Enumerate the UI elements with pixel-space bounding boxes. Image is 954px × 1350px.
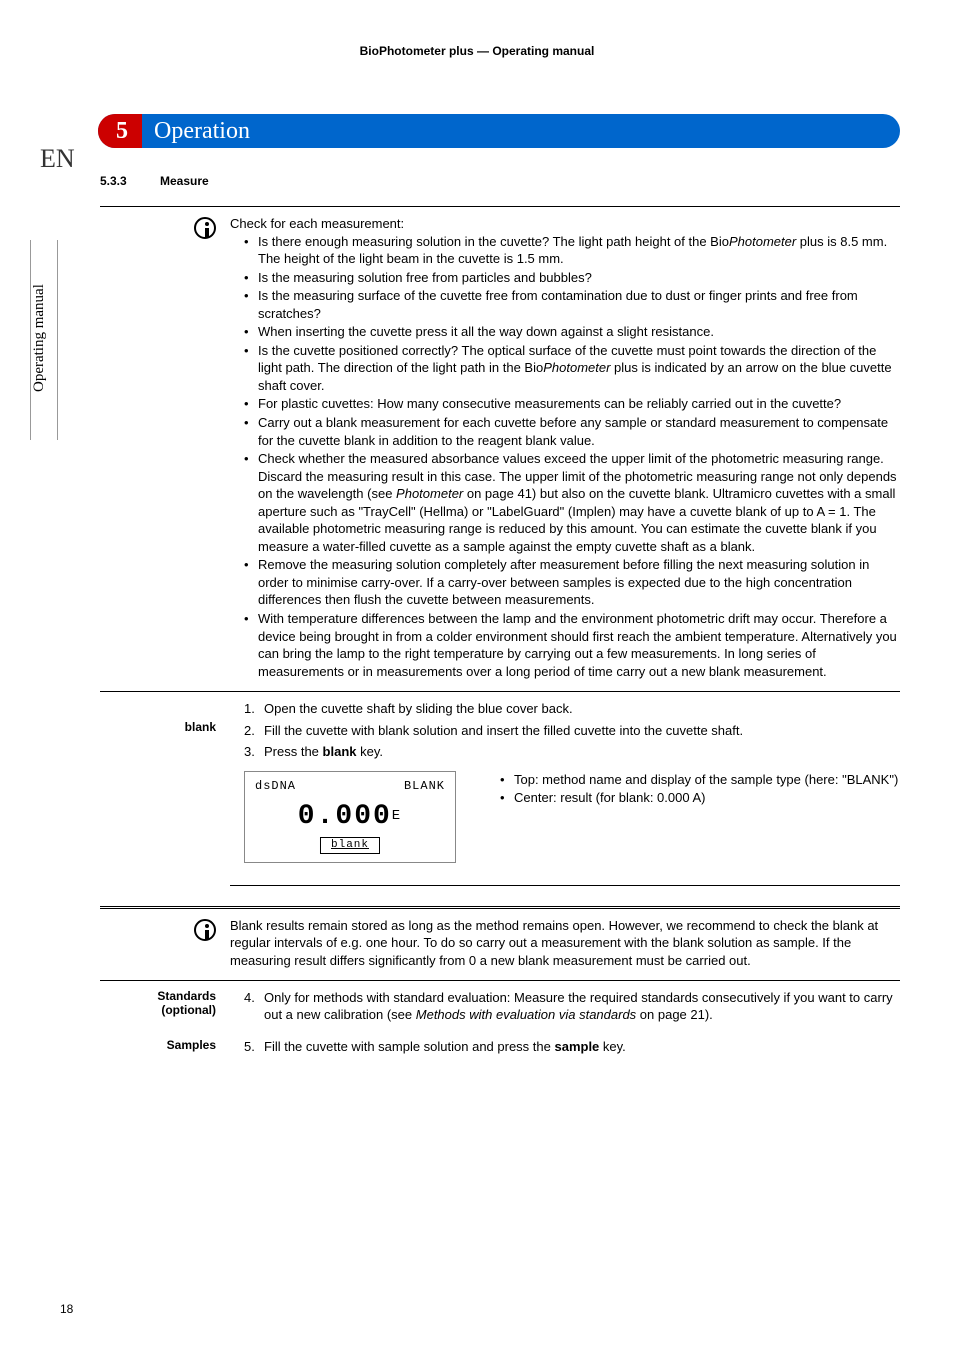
page-number: 18 (60, 1302, 73, 1316)
lcd-row: dsDNA BLANK 0.000E blank Top: method nam… (230, 765, 900, 879)
standards-text: 4. Only for methods with standard evalua… (230, 989, 900, 1028)
step-text-post: key. (599, 1039, 626, 1054)
check-item: Remove the measuring solution completely… (244, 556, 900, 609)
desc-item: Top: method name and display of the samp… (500, 771, 900, 789)
samples-text: 5. Fill the cuvette with sample solution… (230, 1038, 900, 1060)
section-number: 5.3.3 (100, 174, 127, 188)
step-4: 4. Only for methods with standard evalua… (244, 989, 900, 1024)
check-item: Is there enough measuring solution in th… (244, 233, 900, 268)
lcd-description: Top: method name and display of the samp… (456, 771, 900, 863)
info-text-2: Blank results remain stored as long as t… (230, 917, 900, 970)
step-text-pre: Fill the cuvette with sample solution an… (264, 1039, 554, 1054)
language-badge: EN (40, 144, 75, 174)
side-tab: Operating manual (30, 240, 58, 440)
blank-label: blank (100, 700, 230, 886)
check-item: For plastic cuvettes: How many consecuti… (244, 395, 900, 413)
lcd-display: dsDNA BLANK 0.000E blank (244, 771, 456, 863)
lcd-value: 0.000E (245, 798, 455, 836)
standards-label-2: (optional) (100, 1003, 216, 1017)
step-num: 5. (244, 1038, 255, 1056)
check-list: Is there enough measuring solution in th… (230, 233, 900, 681)
lcd-desc-list: Top: method name and display of the samp… (486, 771, 900, 807)
section-title: Measure (160, 174, 209, 188)
chapter-title: Operation (142, 118, 250, 145)
samples-label: Samples (100, 1038, 230, 1060)
content-area: Check for each measurement: Is there eno… (100, 206, 900, 1069)
standards-label: Standards (optional) (100, 989, 230, 1028)
standards-block: Standards (optional) 4. Only for methods… (100, 980, 900, 1038)
check-item: Is the cuvette positioned correctly? The… (244, 342, 900, 395)
lcd-method: dsDNA (255, 778, 296, 794)
blank-steps: 1.Open the cuvette shaft by sliding the … (230, 700, 900, 886)
check-item: When inserting the cuvette press it all … (244, 323, 900, 341)
step-5: 5. Fill the cuvette with sample solution… (244, 1038, 900, 1056)
info-lead: Check for each measurement: (230, 215, 900, 233)
step-bold: sample (554, 1039, 599, 1054)
info-icon (194, 919, 216, 941)
step-item: 1.Open the cuvette shaft by sliding the … (244, 700, 900, 718)
step-num: 4. (244, 989, 255, 1007)
chapter-bar: 5 Operation (98, 114, 900, 148)
lcd-unit: E (392, 808, 402, 824)
lcd-softkey: blank (320, 837, 380, 854)
samples-block: Samples 5. Fill the cuvette with sample … (100, 1038, 900, 1070)
info-icon-col-2 (100, 917, 230, 970)
check-item: With temperature differences between the… (244, 610, 900, 680)
step-text-post: on page 21). (636, 1007, 713, 1022)
check-item: Carry out a blank measurement for each c… (244, 414, 900, 449)
step-italic: Methods with evaluation via standards (416, 1007, 636, 1022)
step-item: 3.Press the blank key. (244, 743, 900, 761)
check-item: Is the measuring surface of the cuvette … (244, 287, 900, 322)
steps-list: 1.Open the cuvette shaft by sliding the … (230, 700, 900, 761)
blank-block: blank 1.Open the cuvette shaft by slidin… (100, 691, 900, 896)
lcd-sample-type: BLANK (404, 778, 445, 794)
info-block-1: Check for each measurement: Is there eno… (100, 206, 900, 691)
info-icon-col (100, 215, 230, 681)
page-header: BioPhotometer plus — Operating manual (0, 44, 954, 58)
info-icon (194, 217, 216, 239)
step-item: 2.Fill the cuvette with blank solution a… (244, 722, 900, 740)
info-text-1: Check for each measurement: Is there eno… (230, 215, 900, 681)
standards-label-1: Standards (100, 989, 216, 1003)
lcd-number: 0.000 (298, 801, 392, 832)
chapter-number: 5 (98, 114, 142, 148)
info-block-2: Blank results remain stored as long as t… (100, 909, 900, 980)
desc-item: Center: result (for blank: 0.000 A) (500, 789, 900, 807)
check-item: Is the measuring solution free from part… (244, 269, 900, 287)
check-item: Check whether the measured absorbance va… (244, 450, 900, 555)
